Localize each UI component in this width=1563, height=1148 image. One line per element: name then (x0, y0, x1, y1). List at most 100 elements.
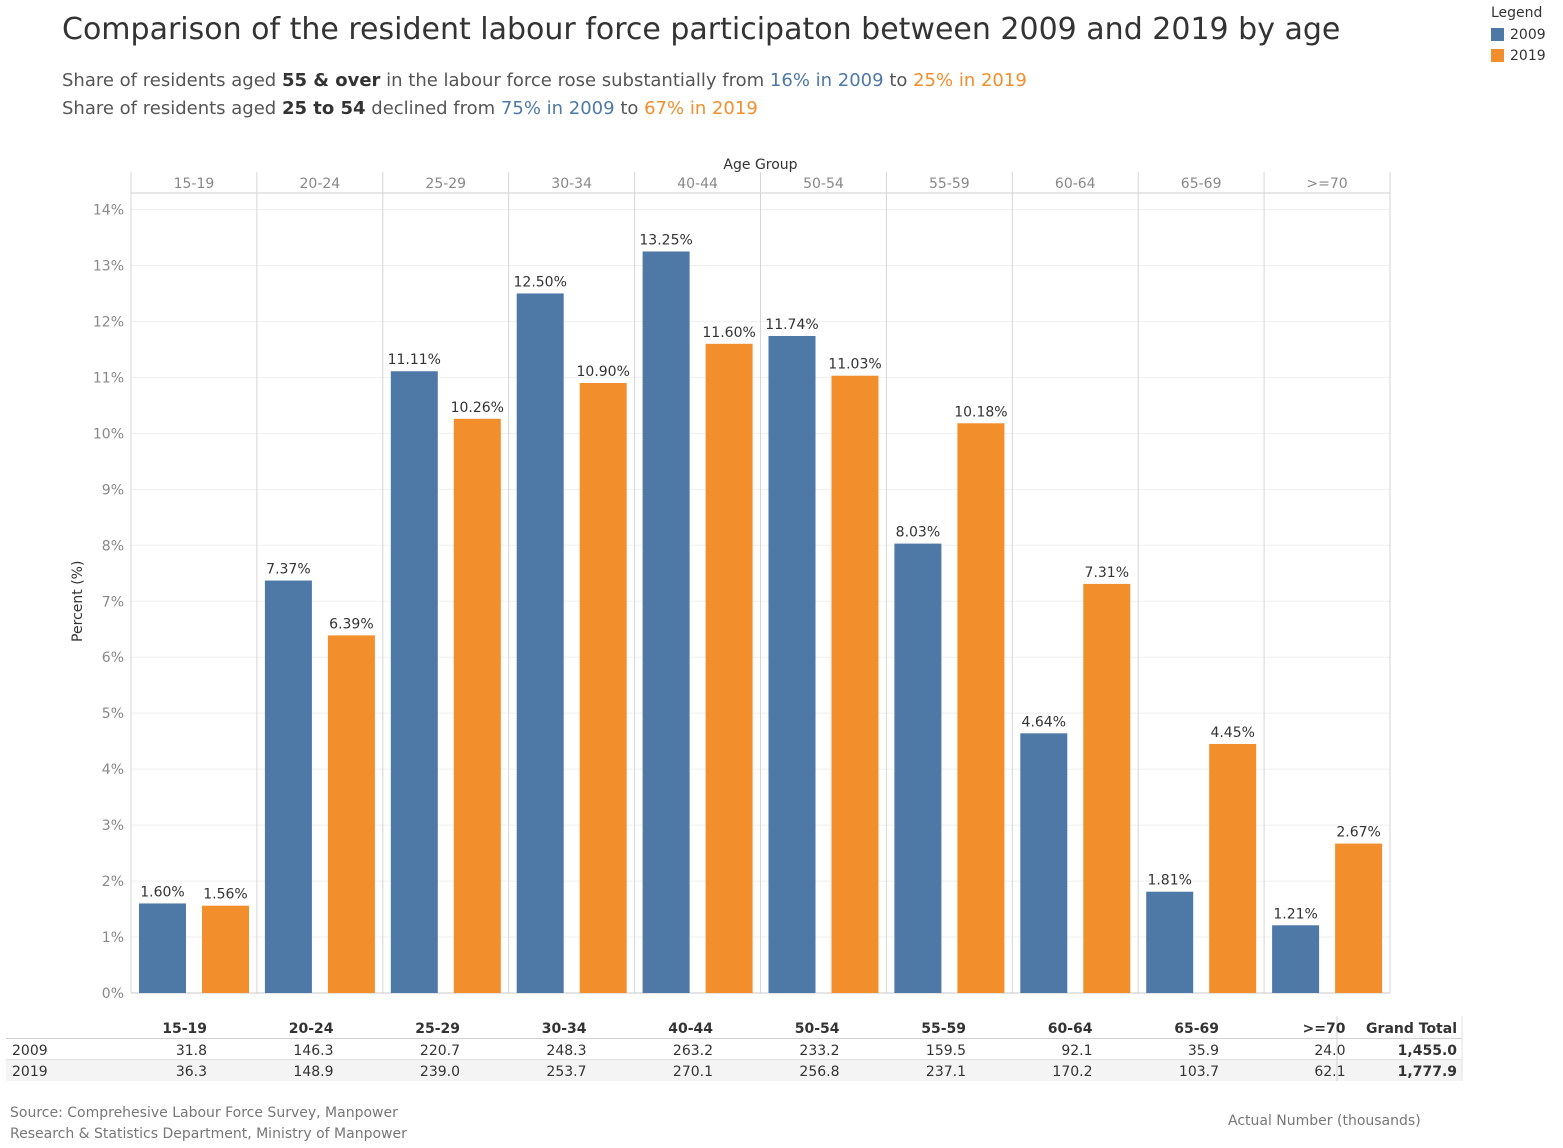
data-label-2019: 4.45% (1210, 725, 1254, 741)
source-line-2: Research & Statistics Department, Minist… (10, 1126, 407, 1142)
data-label-2009: 12.50% (514, 274, 567, 290)
x-header-label: 65-69 (1181, 176, 1222, 192)
y-tick-label: 14% (93, 203, 124, 219)
legend-label-2009: 2009 (1510, 26, 1546, 43)
bar-2019 (202, 905, 249, 993)
legend-title: Legend (1491, 5, 1543, 21)
table-cell-grand-total: 1,455.0 (1398, 1043, 1458, 1059)
table-row-year: 2019 (12, 1064, 48, 1080)
subtitle-line-2: Share of residents aged 25 to 54 decline… (62, 98, 758, 119)
table-cell: 148.9 (293, 1064, 333, 1080)
subtitle-2-a: Share of residents aged (62, 98, 282, 119)
table-header-cell: 50-54 (795, 1021, 840, 1037)
subtitle-2-d: 75% in 2009 (500, 98, 615, 119)
x-header-label: 15-19 (174, 176, 215, 192)
table-header-cell: >=70 (1303, 1021, 1346, 1037)
table-header-cell: 30-34 (542, 1021, 587, 1037)
subtitle-2-b: 25 to 54 (281, 98, 366, 119)
table-header-cell: 25-29 (415, 1021, 460, 1037)
y-tick-label: 13% (93, 258, 124, 274)
bar-2009 (516, 293, 564, 994)
bar-2019 (957, 423, 1005, 993)
x-header-label: >=70 (1306, 176, 1347, 192)
data-label-2009: 11.74% (765, 317, 818, 333)
subtitle-2-c: declined from (365, 98, 501, 119)
table-cell: 62.1 (1314, 1064, 1345, 1080)
data-label-2019: 2.67% (1336, 825, 1380, 841)
bar-2019 (453, 418, 501, 994)
bar-2009 (390, 371, 438, 993)
bar-2009 (1272, 925, 1320, 993)
bar-2019 (327, 635, 375, 993)
y-tick-label: 0% (102, 986, 124, 1002)
x-header-label: 20-24 (300, 176, 341, 192)
units-note: Actual Number (thousands) (1228, 1113, 1421, 1129)
table-cell: 159.5 (926, 1043, 966, 1059)
table-cell: 220.7 (420, 1043, 460, 1059)
table-cell: 146.3 (293, 1043, 333, 1059)
legend-item-2009[interactable]: 2009 (1491, 24, 1546, 45)
subtitle-1-c: in the labour force rose substantially f… (380, 70, 770, 91)
data-label-2019: 11.03% (828, 357, 881, 373)
bar-2009 (139, 903, 186, 993)
bar-2009 (642, 251, 690, 994)
legend-item-2019[interactable]: 2019 (1491, 45, 1546, 66)
x-header-label: 40-44 (677, 176, 718, 192)
legend: Legend 2009 2019 (1491, 5, 1546, 66)
source-note: Source: Comprehesive Labour Force Survey… (10, 1103, 407, 1145)
y-tick-label: 8% (102, 538, 124, 554)
table-cell: 239.0 (420, 1064, 460, 1080)
bar-2009 (1020, 733, 1068, 993)
x-header-label: 50-54 (803, 176, 844, 192)
bar-2019 (1335, 843, 1383, 993)
data-label-2009: 1.81% (1147, 873, 1191, 889)
y-tick-label: 5% (102, 706, 124, 722)
table-header-cell: 15-19 (162, 1021, 207, 1037)
table-cell: 36.3 (176, 1064, 207, 1080)
y-tick-label: 9% (102, 482, 124, 498)
y-tick-label: 12% (93, 314, 124, 330)
y-tick-label: 4% (102, 762, 124, 778)
y-tick-label: 7% (102, 594, 124, 610)
table-cell: 263.2 (673, 1043, 713, 1059)
table-header-cell: 40-44 (668, 1021, 713, 1037)
table-cell: 103.7 (1179, 1064, 1219, 1080)
chart-title: Comparison of the resident labour force … (62, 12, 1341, 47)
bar-2019 (1209, 743, 1257, 993)
bar-2009 (1146, 891, 1194, 993)
table-cell: 35.9 (1188, 1043, 1219, 1059)
subtitle-1-d: 16% in 2009 (769, 70, 884, 91)
data-label-2019: 10.26% (451, 400, 504, 416)
data-label-2009: 1.21% (1273, 906, 1317, 922)
table-cell: 253.7 (546, 1064, 586, 1080)
table-cell: 24.0 (1314, 1043, 1345, 1059)
table-header-cell: 60-64 (1048, 1021, 1093, 1037)
table-cell: 237.1 (926, 1064, 966, 1080)
data-label-2009: 11.11% (388, 352, 441, 368)
table-cell: 270.1 (673, 1064, 713, 1080)
y-tick-label: 11% (93, 370, 124, 386)
subtitle-line-1: Share of residents aged 55 & over in the… (62, 70, 1027, 91)
subtitle-2-e: to (614, 98, 645, 119)
bar-2019 (831, 375, 879, 993)
x-header-label: 30-34 (551, 176, 592, 192)
bar-2009 (768, 335, 816, 994)
y-tick-label: 10% (93, 426, 124, 442)
bar-2019 (579, 382, 627, 994)
y-axis-label: Percent (%) (70, 561, 86, 642)
data-label-2009: 8.03% (896, 525, 940, 541)
subtitle-1-a: Share of residents aged (62, 70, 282, 91)
x-header-title: Age Group (723, 157, 797, 173)
y-tick-label: 3% (102, 818, 124, 834)
table-cell-grand-total: 1,777.9 (1398, 1064, 1457, 1080)
bar-2019 (1083, 583, 1131, 993)
table-cell: 31.8 (176, 1043, 207, 1059)
table-cell: 248.3 (546, 1043, 586, 1059)
subtitle-1-b: 55 & over (281, 70, 381, 91)
table-cell: 233.2 (799, 1043, 839, 1059)
data-label-2019: 10.90% (577, 364, 630, 380)
data-label-2019: 7.31% (1085, 565, 1129, 581)
data-label-2019: 11.60% (702, 325, 755, 341)
legend-swatch-2009 (1491, 28, 1504, 41)
table-row-stripe (6, 1059, 1462, 1081)
